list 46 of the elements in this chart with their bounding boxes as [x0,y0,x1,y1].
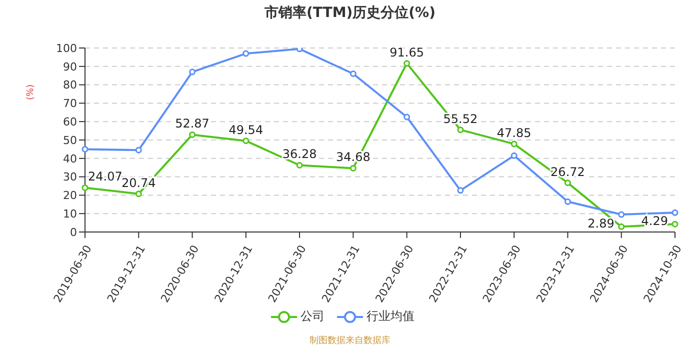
y-tick-label: 50 [63,134,77,147]
point [564,180,571,186]
point [350,70,356,78]
point [672,209,678,216]
point [189,68,196,76]
text: 制图数据来自数据库 [308,334,392,347]
point [189,131,196,138]
y-tick-label: 80 [63,78,77,92]
point [135,190,142,198]
legend-label: 行业均值 [366,308,414,325]
y-tick-label: 0 [70,226,77,239]
point [618,211,625,218]
y-tick-label: 100 [56,42,77,55]
point [510,152,518,159]
legend-label: 公司 [300,308,324,325]
chart-title: 市销率(TTM)历史分位(%) [264,4,436,22]
y-tick-label: 90 [63,60,77,74]
point [350,164,356,172]
point [457,126,464,134]
point [82,184,88,191]
y-axis-title: (%) [26,84,36,100]
y-tick-label: 20 [63,189,77,202]
point [457,187,464,194]
data-label: 47.85 [496,126,532,140]
point [242,50,250,57]
point [510,140,518,148]
data-label: 2.89 [588,216,614,231]
data-label: 24.07 [88,170,122,184]
point [618,223,625,230]
point [672,220,678,228]
point [404,114,410,120]
point [135,146,142,154]
data-label: 49.54 [228,122,264,137]
data-label: 52.87 [175,116,210,131]
point [82,146,88,152]
point [564,198,571,205]
y-tick-label: 10 [63,208,77,221]
point [296,162,303,168]
data-label: 91.65 [390,45,424,60]
y-tick-label: 60 [63,116,77,129]
y-tick-label: 70 [63,97,77,110]
data-label: 36.28 [282,147,317,162]
point [404,60,410,67]
y-tick-label: 30 [63,170,77,184]
y-tick-label: 40 [63,152,77,166]
point [242,138,250,144]
